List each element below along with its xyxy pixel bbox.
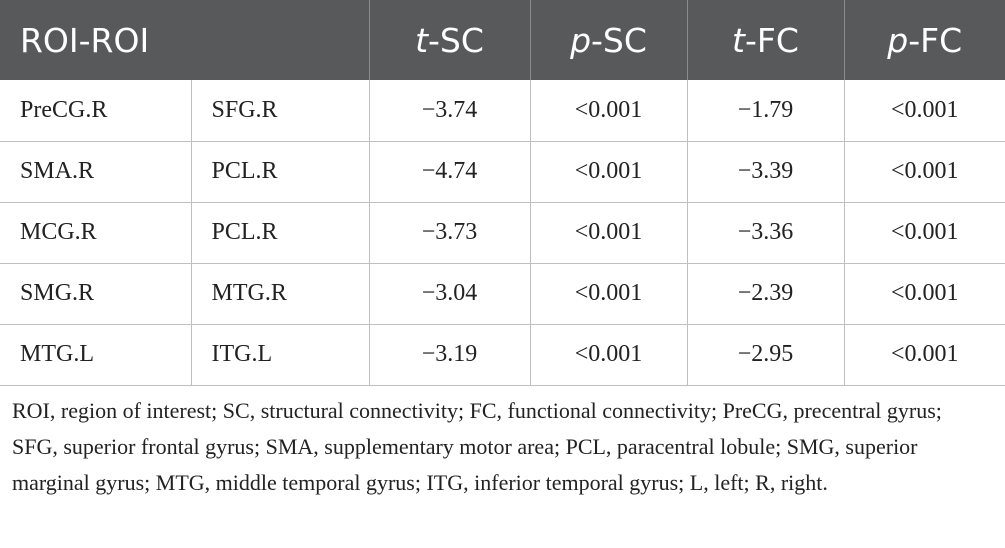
header-p-sc-rest: -SC: [591, 20, 647, 60]
header-t-sc-rest: -SC: [428, 20, 484, 60]
cell-roi-b: ITG.L: [191, 324, 370, 386]
cell-roi-b: MTG.R: [191, 263, 370, 325]
header-p-fc-rest: -FC: [908, 20, 963, 60]
cell-t-sc: −3.04: [369, 263, 531, 325]
cell-roi-b: PCL.R: [191, 141, 370, 203]
cell-roi-a: PreCG.R: [0, 80, 192, 142]
cell-p-fc: <0.001: [844, 141, 1005, 203]
cell-roi-a: SMA.R: [0, 141, 192, 203]
cell-roi-a: MTG.L: [0, 324, 192, 386]
cell-roi-a: MCG.R: [0, 202, 192, 264]
header-p-sc: p-SC: [530, 0, 688, 80]
cell-p-fc: <0.001: [844, 324, 1005, 386]
cell-t-fc: −2.95: [687, 324, 845, 386]
cell-p-fc: <0.001: [844, 263, 1005, 325]
table-body: PreCG.R SFG.R −3.74 <0.001 −1.79 <0.001 …: [0, 80, 1005, 386]
cell-p-sc: <0.001: [530, 263, 688, 325]
cell-roi-b: PCL.R: [191, 202, 370, 264]
cell-p-sc: <0.001: [530, 202, 688, 264]
cell-t-fc: −3.39: [687, 141, 845, 203]
table-row: PreCG.R SFG.R −3.74 <0.001 −1.79 <0.001: [0, 80, 1005, 142]
cell-t-fc: −1.79: [687, 80, 845, 142]
cell-t-sc: −4.74: [369, 141, 531, 203]
cell-roi-b: SFG.R: [191, 80, 370, 142]
cell-p-sc: <0.001: [530, 324, 688, 386]
table-row: MCG.R PCL.R −3.73 <0.001 −3.36 <0.001: [0, 202, 1005, 264]
results-table: ROI-ROI t-SC p-SC t-FC p-FC PreCG.R SFG.…: [0, 0, 1005, 386]
cell-t-fc: −2.39: [687, 263, 845, 325]
header-row: ROI-ROI t-SC p-SC t-FC p-FC: [0, 0, 1005, 80]
cell-p-fc: <0.001: [844, 80, 1005, 142]
table-row: SMG.R MTG.R −3.04 <0.001 −2.39 <0.001: [0, 263, 1005, 325]
header-t-fc-rest: -FC: [745, 20, 799, 60]
header-t-fc-italic: t: [732, 20, 745, 60]
cell-t-sc: −3.19: [369, 324, 531, 386]
header-p-fc-italic: p: [887, 20, 909, 60]
header-p-sc-italic: p: [570, 20, 592, 60]
table-row: MTG.L ITG.L −3.19 <0.001 −2.95 <0.001: [0, 324, 1005, 386]
table-footnote: ROI, region of interest; SC, structural …: [12, 398, 942, 495]
table-header: ROI-ROI t-SC p-SC t-FC p-FC: [0, 0, 1005, 80]
results-table-container: ROI-ROI t-SC p-SC t-FC p-FC PreCG.R SFG.…: [0, 0, 1005, 386]
cell-p-fc: <0.001: [844, 202, 1005, 264]
cell-t-fc: −3.36: [687, 202, 845, 264]
table-row: SMA.R PCL.R −4.74 <0.001 −3.39 <0.001: [0, 141, 1005, 203]
header-p-fc: p-FC: [844, 0, 1005, 80]
header-t-fc: t-FC: [687, 0, 845, 80]
cell-p-sc: <0.001: [530, 141, 688, 203]
header-t-sc: t-SC: [369, 0, 531, 80]
cell-roi-a: SMG.R: [0, 263, 192, 325]
cell-t-sc: −3.73: [369, 202, 531, 264]
header-roi-roi: ROI-ROI: [0, 0, 370, 80]
cell-p-sc: <0.001: [530, 80, 688, 142]
header-t-sc-italic: t: [415, 20, 429, 60]
cell-t-sc: −3.74: [369, 80, 531, 142]
